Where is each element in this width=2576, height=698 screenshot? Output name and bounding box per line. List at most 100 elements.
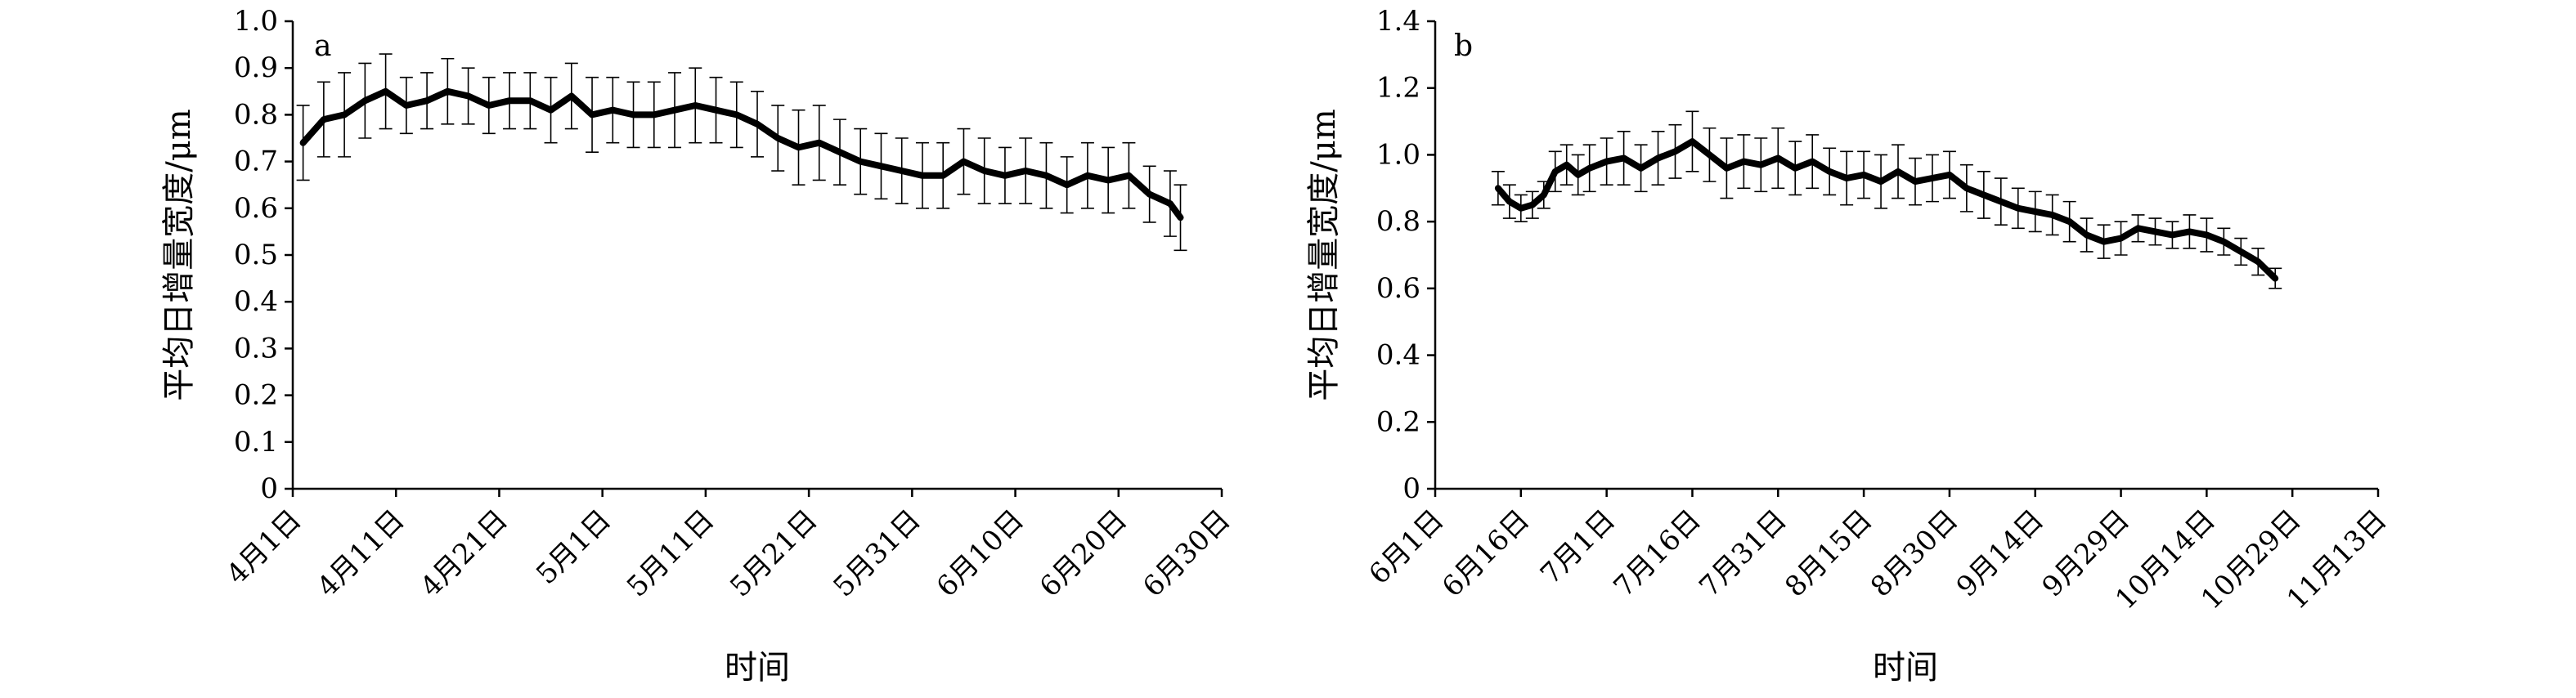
data-point-b xyxy=(1912,179,1918,185)
data-point-b xyxy=(1963,186,1969,191)
data-point-a xyxy=(1084,172,1090,178)
data-point-b xyxy=(1929,176,1935,181)
x-tick-label-b: 6月1日 xyxy=(1362,503,1450,591)
y-tick-label-b: 0.6 xyxy=(1376,272,1420,305)
y-tick-label-a: 0.5 xyxy=(234,239,278,271)
data-point-a xyxy=(1002,172,1008,178)
data-point-a xyxy=(1106,177,1111,183)
data-point-b xyxy=(1775,155,1781,161)
panel-label-b: b xyxy=(1454,29,1473,63)
x-tick-label-a: 5月21日 xyxy=(724,503,824,603)
data-point-b xyxy=(2032,208,2038,214)
y-tick-label-a: 0.8 xyxy=(234,98,278,131)
data-point-b xyxy=(1946,172,1952,177)
data-point-a xyxy=(878,163,884,169)
data-point-a xyxy=(548,107,554,113)
data-point-b xyxy=(1529,202,1535,208)
x-tick-label-b: 6月16日 xyxy=(1436,503,1536,603)
data-point-b xyxy=(2067,219,2072,225)
data-point-a xyxy=(527,98,533,104)
data-point-b xyxy=(2273,275,2278,281)
data-point-a xyxy=(1023,168,1029,174)
data-point-a xyxy=(568,93,574,99)
data-point-a xyxy=(940,172,946,178)
y-tick-label-b: 0 xyxy=(1402,472,1420,505)
data-point-b xyxy=(2015,205,2021,211)
data-point-b xyxy=(1564,162,1569,168)
data-point-b xyxy=(1878,179,1884,185)
data-point-a xyxy=(734,112,739,118)
x-tick-label-a: 6月20日 xyxy=(1034,503,1133,603)
x-tick-label-a: 4月1日 xyxy=(220,503,307,591)
data-point-b xyxy=(2118,235,2124,241)
panel-label-a: a xyxy=(314,29,331,63)
x-tick-label-a: 4月11日 xyxy=(311,503,411,603)
data-point-b xyxy=(1575,172,1581,177)
x-axis-title-a: 时间 xyxy=(725,649,790,687)
data-point-a xyxy=(590,112,595,118)
data-point-a xyxy=(919,172,925,178)
data-point-a xyxy=(1126,172,1132,178)
data-point-b xyxy=(1672,149,1678,154)
data-point-a xyxy=(342,112,348,118)
x-tick-label-b: 7月31日 xyxy=(1693,503,1793,603)
data-point-b xyxy=(1827,168,1833,174)
x-tick-label-b: 8月15日 xyxy=(1779,503,1878,603)
x-tick-label-a: 6月10日 xyxy=(931,503,1030,603)
data-point-b xyxy=(1655,155,1661,161)
data-point-b xyxy=(1495,186,1501,191)
data-point-a xyxy=(1147,191,1152,197)
chart-panel-a: 0 0.1 0.2 0.3 0.4 0.5 0.6 0.7 0.8 0.9 1.0 4月1日 4月11日… xyxy=(160,5,1236,687)
y-tick-label-a: 0.4 xyxy=(234,285,278,318)
chart-panel-b: 0 0.2 0.4 0.6 0.8 1.0 1.2 1.4 6月1日6月16日7月1日7月16日… xyxy=(1305,5,2393,687)
data-point-b xyxy=(2204,232,2210,238)
data-point-a xyxy=(981,168,987,174)
y-tick-label-b: 0.4 xyxy=(1376,339,1420,372)
x-tick-label-a: 6月30日 xyxy=(1137,503,1236,603)
data-point-a xyxy=(486,102,491,108)
y-tick-label-a: 0 xyxy=(260,472,278,505)
data-point-b xyxy=(1518,205,1524,211)
data-point-a xyxy=(507,98,513,104)
data-point-b xyxy=(2255,259,2261,265)
data-point-a xyxy=(300,140,306,145)
data-point-b xyxy=(2049,212,2055,217)
data-point-b xyxy=(2084,232,2089,238)
data-point-a xyxy=(713,107,719,113)
x-tick-label-a: 5月11日 xyxy=(621,503,720,603)
data-point-a xyxy=(1178,215,1183,221)
y-tick-label-b: 1.2 xyxy=(1376,72,1420,105)
data-point-a xyxy=(362,98,368,104)
data-point-a xyxy=(610,107,616,113)
data-point-a xyxy=(693,102,698,108)
data-point-b xyxy=(1861,172,1867,177)
x-tick-label-b: 7月16日 xyxy=(1608,503,1708,603)
series-line-a xyxy=(299,87,1184,221)
x-tick-label-a: 5月31日 xyxy=(827,503,927,603)
y-tick-label-a: 0.7 xyxy=(234,145,278,178)
data-point-b xyxy=(1604,159,1609,164)
series-line-b xyxy=(1494,138,2279,282)
x-tick-label-a: 4月21日 xyxy=(415,503,514,603)
data-point-b xyxy=(1896,168,1901,174)
x-tick-label-b: 8月30日 xyxy=(1865,503,1964,603)
y-tick-label-a: 0.2 xyxy=(234,379,278,412)
x-tick-label-a: 5月1日 xyxy=(530,503,617,591)
data-point-a xyxy=(1043,172,1049,178)
y-tick-label-a: 0.9 xyxy=(234,51,278,84)
y-tick-label-b: 1.0 xyxy=(1376,138,1420,171)
data-point-b xyxy=(1690,139,1695,145)
y-tick-label-a: 0.6 xyxy=(234,192,278,225)
data-point-b xyxy=(2170,232,2175,238)
data-point-b xyxy=(1758,162,1764,168)
data-point-a xyxy=(899,168,904,174)
data-point-b xyxy=(2187,229,2192,235)
data-point-a xyxy=(1167,201,1173,207)
data-point-a xyxy=(1064,182,1070,188)
data-point-a xyxy=(651,112,657,118)
data-point-a xyxy=(424,98,430,104)
data-point-a xyxy=(445,88,451,94)
data-point-b xyxy=(1724,165,1730,171)
data-point-a xyxy=(775,136,781,141)
y-tick-label-a: 0.3 xyxy=(234,332,278,365)
